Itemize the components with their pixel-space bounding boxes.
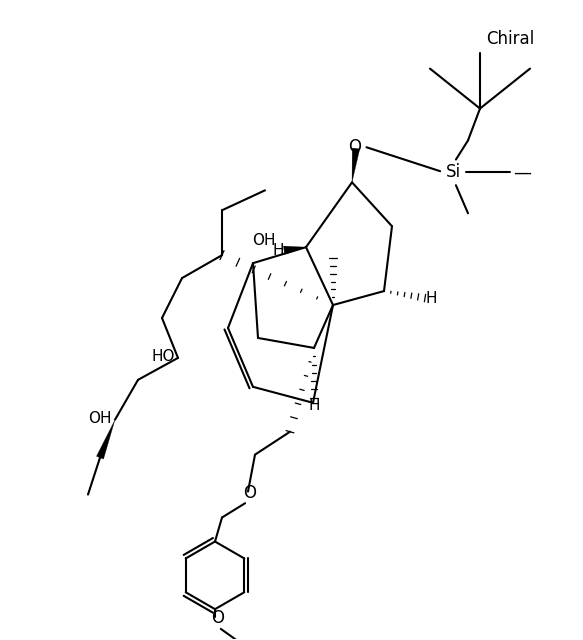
Text: H: H [272,243,284,258]
Text: OH: OH [252,233,276,248]
Polygon shape [283,246,306,254]
Text: H: H [308,398,319,413]
Text: HO: HO [152,349,175,364]
Polygon shape [96,420,115,459]
Polygon shape [352,148,360,182]
Text: Chiral: Chiral [486,29,534,48]
Text: O: O [243,484,256,502]
Text: O: O [348,138,361,156]
Text: —: — [512,163,531,181]
Text: O: O [212,609,224,627]
Text: H: H [425,291,437,305]
Text: OH: OH [89,411,112,426]
Text: Si: Si [445,163,461,181]
